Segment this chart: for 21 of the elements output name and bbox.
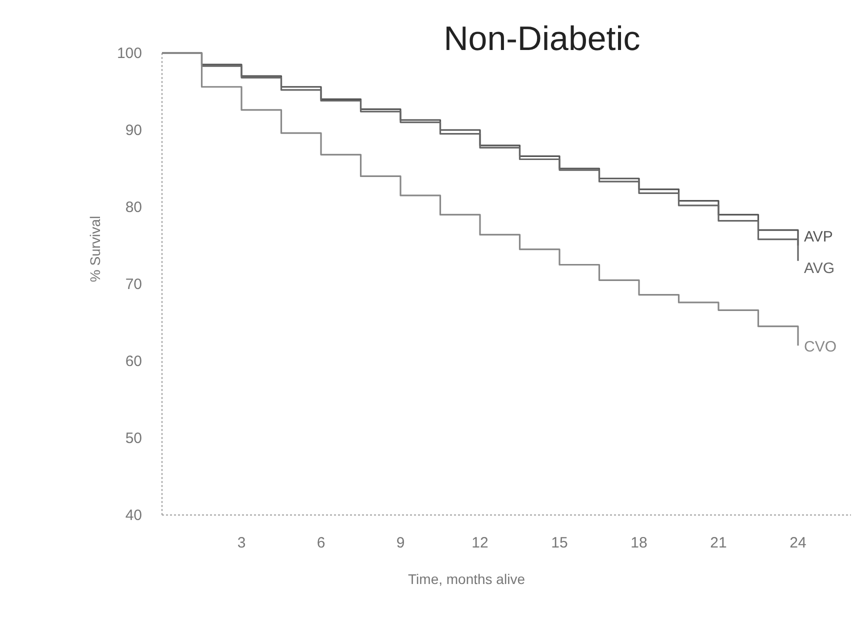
chart-title: Non-Diabetic: [444, 20, 640, 58]
series-label: CVO: [804, 338, 837, 356]
series-label: AVP: [804, 228, 833, 246]
x-tick-label: 12: [472, 534, 488, 552]
x-tick-label: 6: [316, 534, 326, 552]
x-tick-label: 9: [396, 534, 405, 552]
x-axis-title: Time, months alive: [408, 571, 526, 587]
x-tick-label: 24: [790, 534, 806, 552]
x-tick-label: 3: [237, 534, 246, 552]
y-tick-label: 50: [125, 430, 142, 447]
x-tick-label: 15: [551, 534, 568, 552]
x-tick-label: 21: [710, 534, 727, 552]
y-tick-label: 90: [125, 122, 142, 139]
y-tick-label: 100: [116, 44, 142, 62]
y-tick-label: 40: [125, 506, 142, 524]
y-axis-title: % Survival: [87, 216, 103, 282]
y-tick-label: 80: [125, 198, 142, 216]
y-tick-label: 70: [125, 276, 142, 293]
x-tick-label: 18: [630, 534, 648, 552]
series-label: AVG: [804, 260, 835, 277]
y-tick-label: 60: [125, 352, 142, 370]
